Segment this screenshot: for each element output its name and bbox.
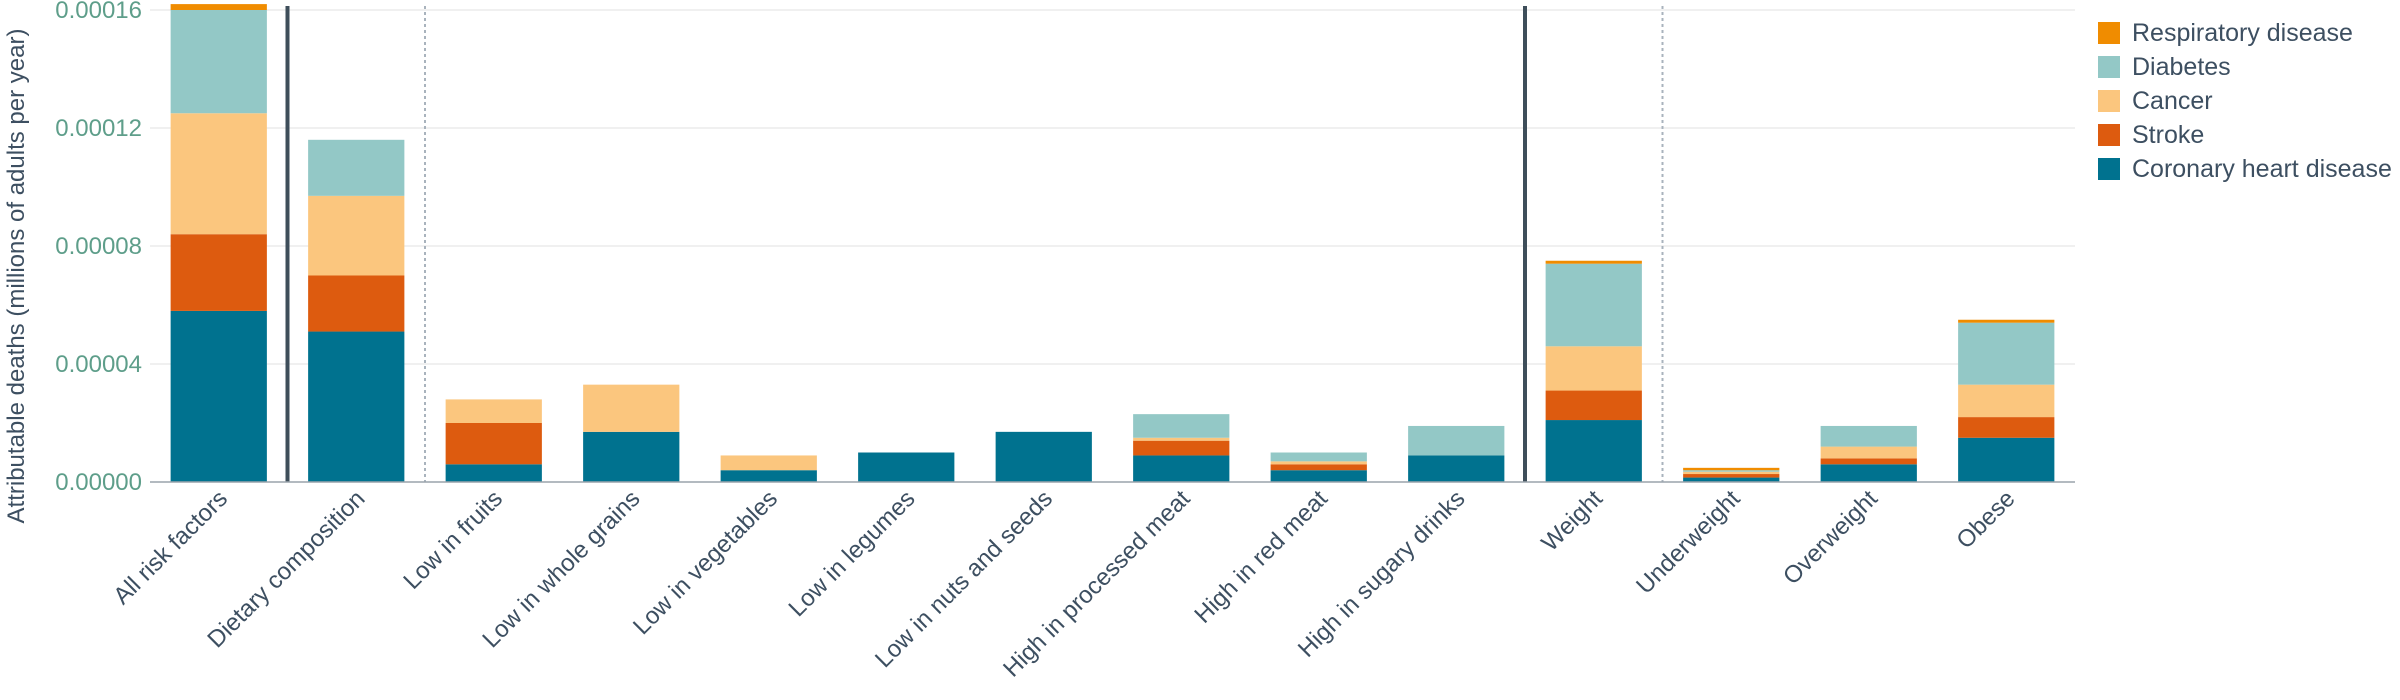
legend: Respiratory disease Diabetes Cancer Stroke C… — [2098, 19, 2392, 183]
bar-segment — [583, 431, 680, 482]
legend-label: Diabetes — [2132, 53, 2231, 81]
x-tick-label: Overweight — [1778, 485, 1883, 590]
bar-segment — [995, 431, 1092, 482]
bar-segment — [1820, 446, 1917, 459]
bar-segment — [1545, 263, 1642, 347]
bar-segment — [1545, 420, 1642, 482]
bar-segment — [170, 113, 267, 235]
legend-swatch — [2098, 90, 2120, 112]
bar-segment — [445, 399, 542, 423]
x-tick-label: Weight — [1536, 485, 1608, 557]
bar-segment — [1133, 440, 1230, 456]
bar-segment — [1133, 455, 1230, 482]
bar-segment — [1270, 464, 1367, 471]
legend-swatch — [2098, 22, 2120, 44]
gridlines — [150, 9, 2075, 365]
x-tick-label: Low in whole grains — [477, 485, 645, 653]
bar-segment — [308, 195, 405, 276]
y-tick-label: 0.00016 — [55, 0, 142, 24]
bar-segment — [170, 310, 267, 482]
bar-segment — [170, 4, 267, 10]
bar-segment — [1958, 437, 2055, 482]
bar-segment — [1958, 322, 2055, 385]
bar-segment — [1820, 458, 1917, 465]
legend-label: Stroke — [2132, 121, 2204, 149]
bar-segment — [1683, 470, 1780, 472]
bar-segment — [1545, 346, 1642, 391]
bar-segment — [720, 455, 817, 471]
x-tick-label: All risk factors — [108, 485, 233, 610]
bar-segment — [1270, 461, 1367, 465]
y-tick-label: 0.00000 — [55, 469, 142, 496]
bar-segment — [1958, 319, 2055, 323]
group-dividers — [285, 6, 1664, 482]
legend-label: Respiratory disease — [2132, 19, 2353, 47]
x-tick-label: Low in legumes — [783, 485, 920, 622]
bar-segment — [1820, 425, 1917, 447]
bar-segment — [1683, 467, 1780, 471]
x-tick-label: Dietary composition — [202, 485, 370, 653]
bar-segment — [1270, 452, 1367, 462]
legend-label: Coronary heart disease — [2132, 155, 2392, 183]
bar-segment — [445, 464, 542, 482]
bar-segment — [308, 139, 405, 196]
bar-segment — [1683, 474, 1780, 478]
x-tick-label: Low in vegetables — [628, 485, 783, 640]
bar-segment — [858, 452, 955, 482]
bar-segment — [720, 470, 817, 482]
legend-swatch — [2098, 158, 2120, 180]
y-axis-label: Attributable deaths (millions of adults … — [3, 29, 30, 524]
y-tick-label: 0.00012 — [55, 115, 142, 142]
bar-segment — [1133, 437, 1230, 441]
bar-segment — [1958, 384, 2055, 418]
x-tick-label: Obese — [1951, 485, 2020, 554]
bar-segment — [170, 10, 267, 114]
bar-segment — [583, 384, 680, 432]
x-tick-label: High in red meat — [1189, 485, 1333, 629]
bar-segment — [1408, 455, 1505, 482]
bar-segment — [1133, 414, 1230, 438]
bar-segment — [170, 234, 267, 311]
legend-label: Cancer — [2132, 87, 2213, 115]
legend-swatch — [2098, 124, 2120, 146]
legend-swatch — [2098, 56, 2120, 78]
y-tick-label: 0.00008 — [55, 233, 142, 260]
y-tick-label: 0.00004 — [55, 351, 142, 378]
bar-segment — [445, 423, 542, 465]
bar-segment — [1408, 425, 1505, 456]
x-tick-label: Underweight — [1631, 485, 1746, 600]
bar-segment — [1820, 464, 1917, 482]
bar-segment — [308, 275, 405, 332]
bar-segment — [1545, 390, 1642, 421]
bar-segment — [1683, 477, 1780, 482]
bar-segment — [1683, 471, 1780, 475]
bar-segment — [308, 331, 405, 482]
bar-segment — [1958, 417, 2055, 438]
bars — [170, 4, 2055, 482]
x-tick-label: Low in fruits — [398, 485, 508, 595]
bar-segment — [1270, 470, 1367, 482]
bar-segment — [1545, 260, 1642, 264]
